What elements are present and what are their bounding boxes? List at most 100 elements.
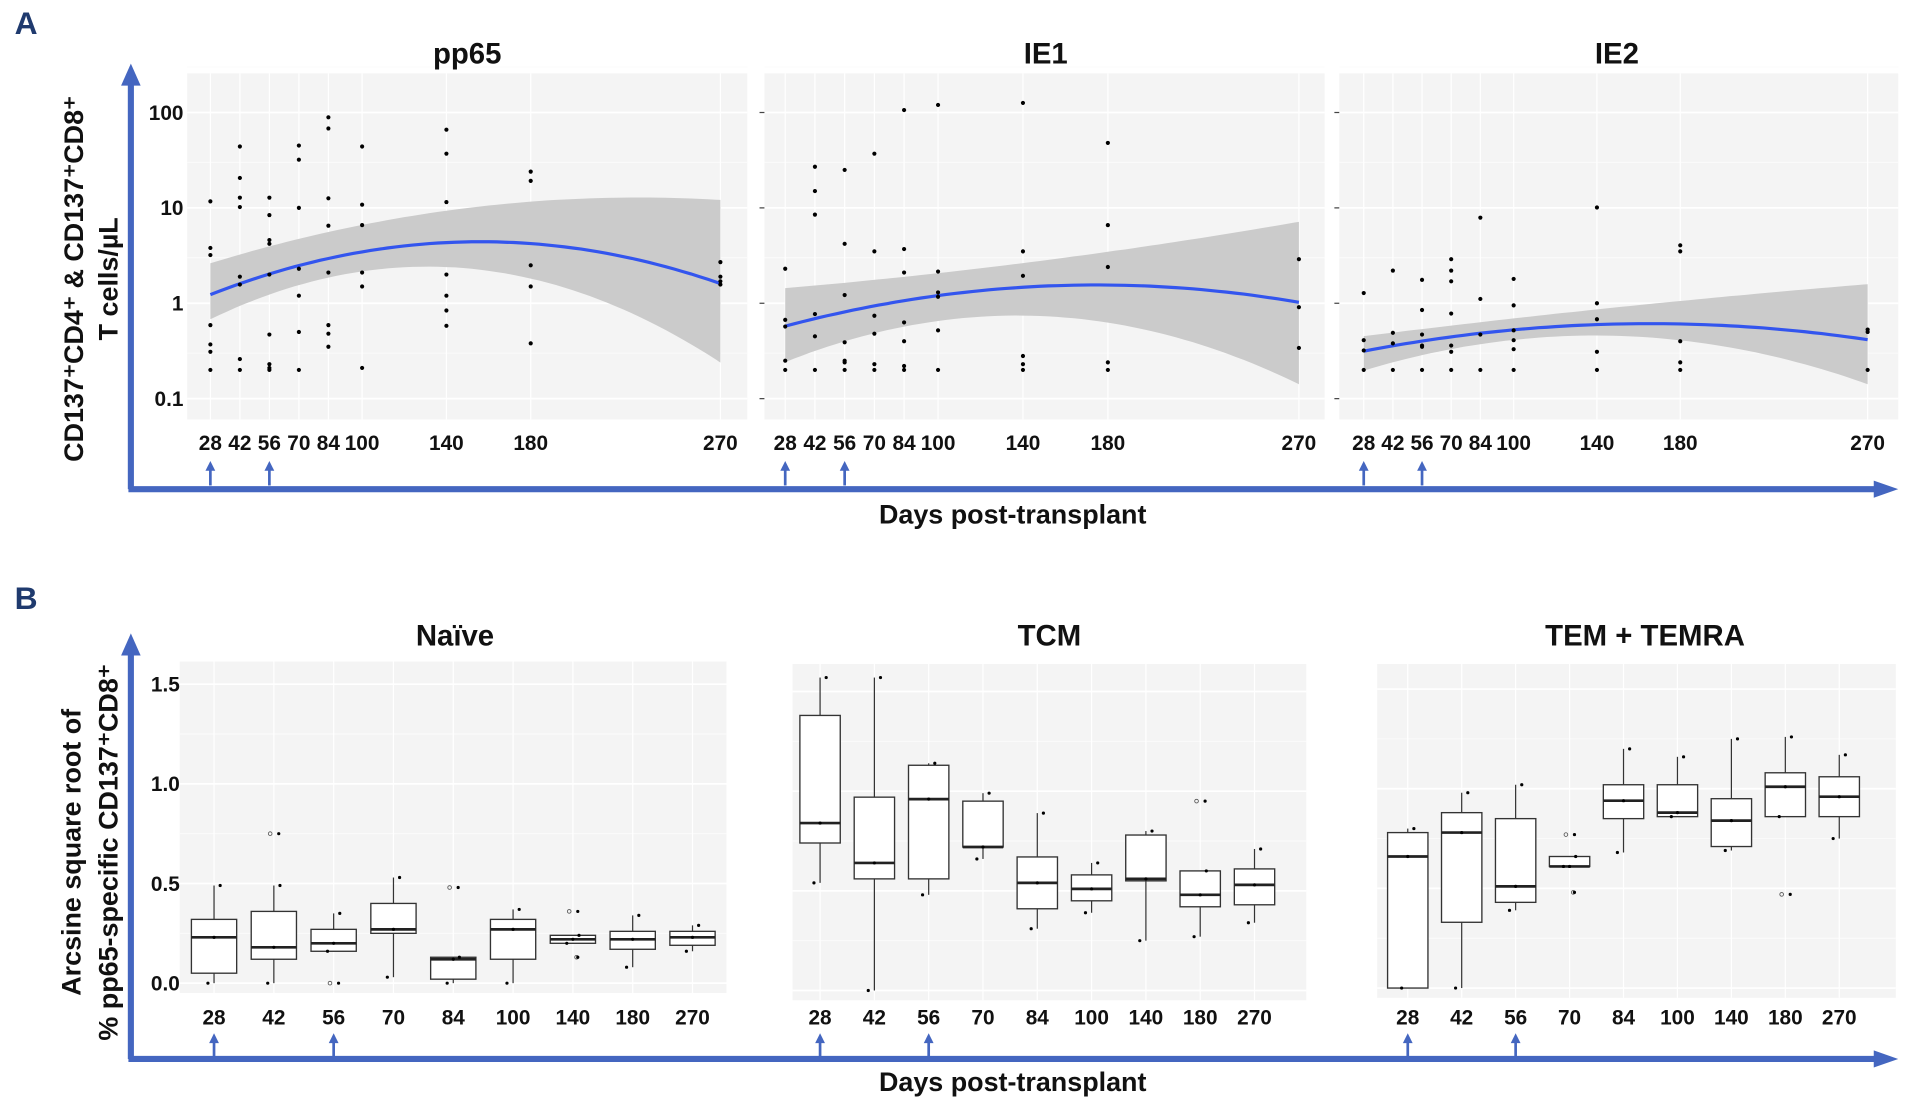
box-iqr [907, 764, 950, 880]
data-point [1252, 883, 1257, 887]
x-tick-label: 84 [1612, 1007, 1636, 1030]
data-point [1594, 317, 1600, 322]
data-point [1594, 301, 1600, 306]
data-point [296, 157, 301, 162]
data-point [1449, 311, 1454, 316]
box-iqr [1179, 870, 1222, 908]
treatment-arrow-head [815, 1033, 825, 1044]
data-point [1843, 753, 1847, 757]
x-tick-label: 70 [1440, 432, 1463, 455]
data-point [208, 199, 213, 204]
data-point [902, 339, 907, 344]
data-point [277, 832, 281, 836]
data-point [812, 212, 818, 217]
data-point [237, 356, 242, 362]
data-point [237, 144, 242, 149]
x-tick-label: 84 [442, 1007, 466, 1030]
data-point [444, 127, 449, 132]
data-point [208, 367, 213, 373]
box-70 [962, 791, 1004, 861]
y-tick-label: 0.1 [155, 388, 184, 411]
x-tick-label: 70 [287, 432, 310, 455]
data-point [1511, 367, 1516, 373]
data-point [1681, 755, 1686, 759]
data-point [842, 340, 847, 345]
data-point [812, 367, 818, 373]
data-point [296, 293, 301, 298]
panel-a-letter: A [15, 5, 38, 41]
y-tick-label: 1.0 [151, 773, 180, 796]
x-tick-label: 180 [1183, 1007, 1218, 1030]
smooth-trend-line [209, 240, 721, 297]
data-point [267, 195, 272, 200]
data-point [812, 164, 818, 169]
data-point [1789, 735, 1794, 739]
data-point [812, 312, 818, 317]
data-point [1203, 799, 1207, 803]
data-point [1678, 243, 1683, 248]
data-point [1783, 785, 1787, 789]
data-point [266, 981, 270, 985]
data-point [718, 282, 723, 287]
data-point [1259, 847, 1263, 851]
data-point [1678, 360, 1683, 365]
panel-a-xlabel: Days post-transplant [879, 499, 1147, 529]
treatment-arrow-head [328, 1033, 339, 1044]
data-point [1041, 811, 1045, 815]
data-point [902, 320, 907, 325]
data-point [267, 241, 272, 246]
data-point [872, 249, 877, 254]
x-tick-label: 28 [1352, 432, 1375, 455]
x-tick-label: 42 [803, 432, 826, 455]
data-point [1478, 296, 1483, 302]
panel-a-ylabel-line2: T cells/µL [93, 217, 123, 340]
data-point [237, 367, 242, 373]
box-42 [853, 675, 896, 993]
panel-title: IE2 [1595, 38, 1639, 71]
data-point [842, 241, 847, 246]
box-180 [609, 913, 656, 969]
data-point [1478, 215, 1483, 220]
data-point [1511, 276, 1516, 281]
treatment-arrow-head [780, 461, 791, 471]
outlier-point [566, 909, 572, 914]
data-point [1020, 362, 1026, 367]
x-tick-label: 28 [1396, 1007, 1419, 1030]
data-point [812, 881, 816, 885]
box-70 [370, 875, 417, 979]
box-180 [1764, 735, 1807, 897]
x-tick-label: 180 [1091, 432, 1126, 455]
data-point [935, 102, 941, 108]
data-point [812, 334, 818, 339]
data-point [267, 237, 272, 243]
box-28 [190, 883, 238, 985]
data-point [267, 213, 272, 218]
data-point [842, 292, 847, 298]
data-point [528, 178, 533, 183]
data-point [981, 845, 985, 849]
box-84 [1016, 811, 1059, 931]
data-point [1514, 884, 1518, 888]
x-tick-label: 70 [971, 1007, 994, 1030]
data-point [935, 294, 941, 299]
data-point [1144, 877, 1148, 881]
data-point [267, 272, 272, 277]
data-point [444, 293, 449, 298]
box-84 [429, 885, 477, 985]
data-point [212, 935, 216, 939]
data-point [208, 342, 213, 347]
treatment-arrow-head [923, 1033, 934, 1044]
data-point [1138, 939, 1142, 943]
box-140 [1710, 737, 1753, 853]
data-point [336, 981, 341, 985]
box-iqr [962, 800, 1004, 848]
data-point [866, 988, 870, 993]
data-point [360, 270, 365, 275]
data-point [824, 675, 828, 680]
data-point [1020, 249, 1026, 254]
outlier-point [1563, 832, 1569, 837]
x-tick-label: 140 [556, 1007, 591, 1030]
data-point [517, 907, 521, 912]
box-iqr [1386, 831, 1429, 989]
data-point [1390, 341, 1395, 346]
